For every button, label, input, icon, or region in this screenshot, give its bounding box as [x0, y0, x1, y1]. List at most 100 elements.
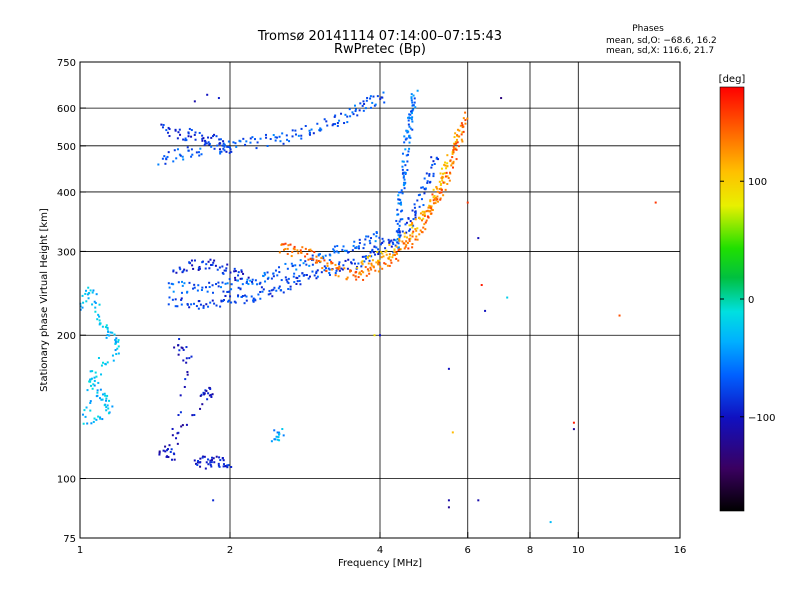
data-point	[451, 152, 454, 155]
data-point	[461, 124, 464, 127]
data-point	[168, 135, 171, 138]
data-point	[207, 260, 210, 263]
data-point	[173, 458, 176, 461]
data-point	[298, 279, 301, 282]
data-point	[397, 234, 400, 237]
data-point	[410, 93, 413, 96]
data-point	[89, 400, 92, 403]
data-point	[388, 255, 391, 258]
data-point	[397, 246, 400, 249]
data-point	[420, 231, 423, 234]
data-point	[338, 261, 341, 264]
data-point	[193, 283, 196, 286]
data-point	[239, 288, 242, 291]
data-point	[172, 452, 175, 455]
data-point	[411, 209, 414, 212]
data-point	[183, 385, 186, 388]
data-point	[407, 153, 410, 156]
data-point	[104, 363, 107, 366]
data-point	[462, 130, 465, 133]
data-point	[365, 255, 368, 258]
data-point	[401, 168, 404, 171]
data-point	[254, 279, 257, 282]
data-point	[443, 163, 446, 166]
data-point	[210, 136, 213, 139]
data-point	[416, 89, 419, 92]
data-point	[432, 172, 435, 175]
data-point	[87, 286, 90, 289]
data-point	[366, 96, 369, 99]
data-point	[328, 273, 331, 276]
data-point	[458, 129, 461, 132]
data-point	[245, 140, 248, 143]
data-point	[234, 301, 237, 304]
data-point	[199, 407, 202, 410]
data-point	[398, 220, 401, 223]
data-point	[174, 298, 177, 301]
data-point	[393, 254, 396, 257]
data-point	[341, 268, 344, 271]
data-point	[208, 286, 211, 289]
data-point	[310, 128, 313, 131]
data-point	[264, 133, 267, 136]
data-point	[292, 275, 295, 278]
data-point	[411, 116, 414, 119]
data-point	[387, 238, 390, 241]
data-point	[374, 269, 377, 272]
data-point	[484, 309, 487, 312]
data-point	[166, 155, 169, 158]
data-point	[105, 406, 108, 409]
data-point	[97, 415, 100, 418]
data-point	[395, 245, 398, 248]
data-point	[416, 199, 419, 202]
data-point	[299, 283, 302, 286]
data-point	[388, 264, 391, 267]
data-point	[350, 261, 353, 264]
data-point	[343, 267, 346, 270]
data-point	[316, 275, 319, 278]
data-point	[407, 116, 410, 119]
data-point	[285, 278, 288, 281]
data-point	[446, 182, 449, 185]
data-point	[436, 187, 439, 190]
data-point	[405, 240, 408, 243]
data-point	[286, 267, 289, 270]
data-point	[232, 141, 235, 144]
data-point	[334, 123, 337, 126]
data-point	[89, 384, 92, 387]
data-point	[446, 175, 449, 178]
data-point	[430, 166, 433, 169]
data-point	[428, 204, 431, 207]
data-point	[190, 135, 193, 138]
colorbar-tick-label: −100	[748, 413, 775, 424]
data-point	[296, 249, 299, 252]
data-point	[395, 257, 398, 260]
data-point	[384, 247, 387, 250]
data-point	[249, 279, 252, 282]
data-point	[205, 263, 208, 266]
data-point	[390, 261, 393, 264]
data-point	[428, 173, 431, 176]
data-point	[193, 100, 196, 103]
data-point	[370, 237, 373, 240]
data-point	[207, 305, 210, 308]
data-point	[358, 109, 361, 112]
data-point	[327, 267, 330, 270]
data-point	[296, 277, 299, 280]
data-point	[266, 271, 269, 274]
data-point	[336, 121, 339, 124]
data-point	[446, 162, 449, 165]
data-point	[242, 137, 245, 140]
data-point	[365, 99, 368, 102]
data-point	[221, 456, 224, 459]
data-point	[372, 95, 375, 98]
data-point	[188, 261, 191, 264]
data-point	[462, 117, 465, 120]
data-point	[425, 172, 428, 175]
data-point	[86, 293, 89, 296]
data-point	[234, 279, 237, 282]
data-point	[371, 101, 374, 104]
data-point	[197, 284, 200, 287]
data-point	[277, 436, 280, 439]
data-point	[416, 227, 419, 230]
